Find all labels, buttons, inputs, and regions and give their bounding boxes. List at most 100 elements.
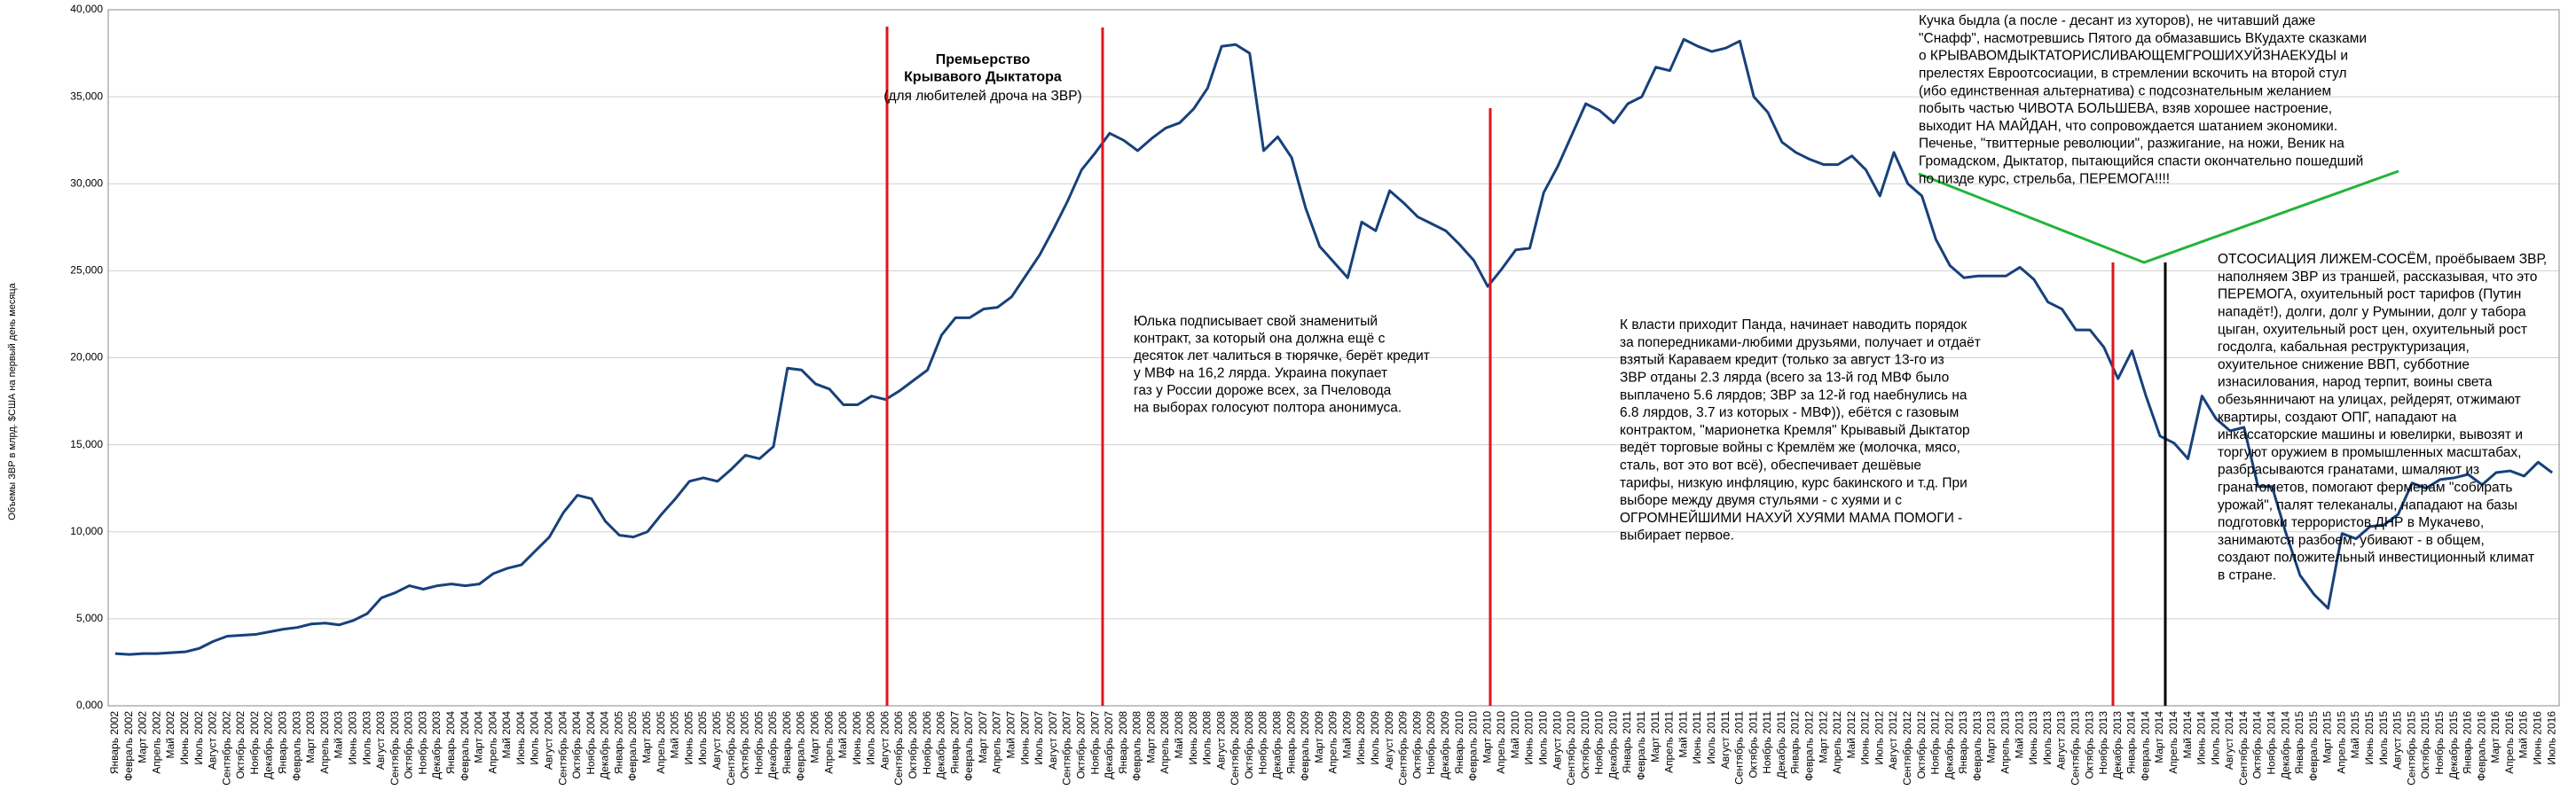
annotation-line: по пизде курс, стрельба, ПЕРЕМОГА!!!! [1919, 171, 2170, 186]
x-tick-label: Январь 2010 [1453, 711, 1465, 774]
annotation-line: ОГРОМНЕЙШИМИ НАХУЙ ХУЯМИ МАМА ПОМОГИ - [1620, 510, 1962, 526]
x-tick-label: Апрель 2013 [1999, 711, 2012, 774]
x-tick-label: Сентябрь 2002 [220, 711, 232, 786]
x-tick-label: Сентябрь 2009 [1397, 711, 1410, 786]
x-tick-label: Май 2014 [2181, 711, 2194, 759]
annotation-line: 6.8 лярдов, 3.7 из которых - МВФ)), ебёт… [1620, 405, 1959, 420]
x-tick-label: Июль 2016 [2545, 711, 2557, 765]
x-tick-label: Октябрь 2006 [907, 711, 919, 779]
x-tick-label: Октябрь 2011 [1747, 711, 1759, 778]
x-tick-label: Июль 2011 [1705, 711, 1717, 764]
x-tick-label: Июнь 2010 [1523, 711, 1535, 765]
x-tick-label: Февраль 2010 [1467, 711, 1480, 781]
x-tick-label: Октябрь 2015 [2419, 711, 2431, 779]
x-tick-label: Май 2002 [164, 711, 177, 759]
x-tick-label: Февраль 2003 [290, 711, 302, 781]
x-tick-label: Январь 2013 [1957, 711, 1969, 774]
x-tick-label: Июль 2013 [2041, 711, 2054, 765]
x-tick-label: Январь 2006 [781, 711, 793, 774]
markers [885, 27, 2399, 706]
annotation-line: К власти приходит Панда, начинает наводи… [1620, 317, 1967, 332]
x-tick-label: Ноябрь 2007 [1088, 711, 1101, 775]
annotation-line: подготовки террористов ДНР в Мукачево, [2218, 515, 2484, 530]
x-tick-label: Июнь 2011 [1691, 711, 1703, 764]
y-tick-label: 10,000 [70, 525, 103, 537]
x-tick-label: Август 2013 [2055, 711, 2068, 770]
x-tick-label: Август 2011 [1719, 711, 1732, 770]
annotation-line: инкассаторские машины и ювелирки, вывозя… [2218, 427, 2523, 442]
x-tick-label: Апрель 2010 [1495, 711, 1507, 774]
x-tick-label: Сентябрь 2005 [725, 711, 737, 786]
x-tick-label: Октябрь 2005 [739, 711, 751, 779]
x-tick-label: Июнь 2003 [346, 711, 358, 765]
x-tick-label: Июнь 2009 [1355, 711, 1367, 765]
x-tick-label: Август 2006 [878, 711, 891, 770]
x-tick-label: Январь 2005 [612, 711, 624, 774]
annotation-line: изнасилования, народ терпит, воины света [2218, 375, 2493, 390]
x-tick-label: Июнь 2016 [2531, 711, 2543, 765]
x-tick-label: Июль 2003 [360, 711, 373, 765]
x-tick-label: Октябрь 2008 [1243, 711, 1255, 779]
x-tick-label: Январь 2008 [1117, 711, 1129, 774]
annotation-line: выходит НА МАЙДАН, что сопровождается ша… [1919, 118, 2337, 134]
x-tick-label: Октябрь 2010 [1579, 711, 1591, 779]
x-tick-label: Декабрь 2009 [1439, 711, 1451, 779]
x-tick-label: Январь 2002 [108, 711, 121, 774]
annotation-line: Юлька подписывает свой знаменитый [1134, 314, 1378, 329]
x-tick-label: Апрель 2002 [150, 711, 162, 774]
x-tick-label: Апрель 2014 [2167, 711, 2179, 774]
x-tick-label: Август 2005 [711, 711, 723, 770]
annotation-line: гранатометов, помогают фермерам "собират… [2218, 480, 2512, 495]
chair-shape [1918, 169, 2399, 264]
x-tick-label: Октябрь 2009 [1410, 711, 1423, 779]
x-tick-label: Февраль 2008 [1131, 711, 1143, 781]
annotation-line: о КРЫВАВОМДЫКТАТОРИСЛИВАЮЩЕМГРОШИХУЙЗНАЕ… [1919, 48, 2348, 64]
x-tick-label: Февраль 2016 [2475, 711, 2487, 781]
x-tick-label: Декабрь 2010 [1606, 711, 1619, 779]
x-tick-label: Август 2009 [1383, 711, 1395, 770]
x-tick-label: Декабрь 2011 [1775, 711, 1787, 778]
annotation-line: Премьерство [936, 52, 1031, 67]
x-tick-label: Август 2012 [1887, 711, 1899, 770]
x-tick-label: Август 2003 [374, 711, 387, 770]
x-tick-label: Март 2011 [1649, 711, 1661, 763]
x-tick-label: Январь 2004 [444, 711, 457, 774]
x-tick-label: Август 2008 [1214, 711, 1227, 770]
annotation-line: урожай", палят телеканалы, нападают на б… [2218, 497, 2517, 512]
x-tick-label: Сентябрь 2015 [2405, 711, 2417, 786]
x-tick-label: Февраль 2005 [626, 711, 639, 781]
series [114, 37, 2554, 656]
annotation-line: (для любителей дроча на ЗВР) [884, 89, 1081, 104]
x-tick-label: Сентябрь 2013 [2069, 711, 2081, 786]
x-tick-label: Январь 2014 [2125, 711, 2138, 774]
x-tick-label: Июнь 2015 [2363, 711, 2376, 765]
annotation-line: газ у России дороже всех, за Пчеловода [1134, 383, 1392, 398]
x-tick-label: Август 2007 [1047, 711, 1059, 770]
x-tick-label: Май 2016 [2517, 711, 2530, 759]
x-tick-label: Февраль 2004 [459, 711, 471, 781]
x-tick-label: Март 2010 [1480, 711, 1493, 763]
x-tick-label: Ноябрь 2013 [2097, 711, 2109, 775]
x-tick-label: Октябрь 2014 [2251, 711, 2264, 779]
x-tick-label: Июнь 2006 [851, 711, 863, 765]
plot-frame [107, 9, 2560, 707]
x-tick-label: Июнь 2013 [2027, 711, 2039, 765]
x-tick-label: Февраль 2015 [2307, 711, 2320, 781]
annotation-line: наполняем ЗВР из траншей, рассказывая, ч… [2218, 270, 2537, 285]
x-tick-label: Апрель 2011 [1663, 711, 1676, 773]
annotation-line: охуительное снижение ВВП, субботние [2218, 357, 2470, 372]
x-tick-label: Сентябрь 2012 [1901, 711, 1913, 786]
annotation-line: цыган, охуительный рост цен, охуительный… [2218, 322, 2527, 337]
x-tick-label: Апрель 2006 [822, 711, 835, 774]
annotation-line: в стране. [2218, 567, 2276, 583]
x-tick-label: Февраль 2011 [1635, 711, 1647, 780]
x-tick-label: Сентябрь 2011 [1733, 711, 1746, 785]
x-tick-label: Июль 2009 [1369, 711, 1381, 765]
x-tick-label: Июль 2002 [192, 711, 205, 765]
x-tick-label: Июнь 2004 [514, 711, 527, 765]
annotation-line: выборе между двумя стульями - с хуями и … [1620, 493, 1902, 508]
x-tick-label: Июль 2010 [1537, 711, 1550, 765]
x-tick-label: Апрель 2005 [655, 711, 667, 774]
x-tick-label: Июнь 2012 [1859, 711, 1872, 765]
y-axis-title: Объемы ЗВР в млрд. $США на первый день м… [7, 282, 18, 520]
